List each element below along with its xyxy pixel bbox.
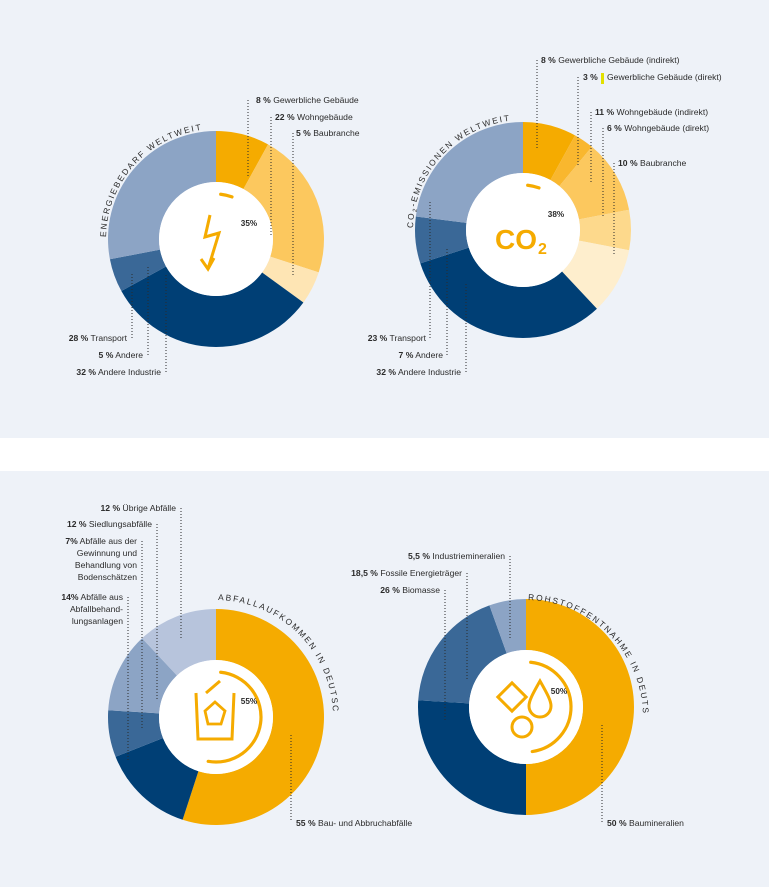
donut-slice xyxy=(415,216,469,264)
highlight-arc xyxy=(529,660,573,754)
data-label: Gewerbliche Gebäude (direkt) xyxy=(607,72,722,82)
data-label: 5,5 % Industriemineralien xyxy=(408,551,505,561)
highlight-marker xyxy=(601,73,604,84)
highlight-arc xyxy=(526,183,541,190)
data-label: 5 % Baubranche xyxy=(296,128,360,138)
donut-center xyxy=(159,660,273,774)
data-label: 7% Abfälle aus der xyxy=(65,536,137,546)
center-value: 38% xyxy=(548,210,565,219)
data-label: 11 % Wohngebäude (indirekt) xyxy=(595,107,708,117)
donut-slice xyxy=(562,240,630,309)
donut-slice xyxy=(418,605,507,704)
donut-slice xyxy=(418,700,526,815)
data-label: 22 % Wohngebäude xyxy=(275,112,353,122)
svg-text:CO: CO xyxy=(495,224,537,255)
data-label: 8 % Gewerbliche Gebäude (indirekt) xyxy=(541,55,680,65)
data-label: lungsanlagen xyxy=(72,616,123,626)
chart-energy-demand: 35% xyxy=(108,131,325,347)
donut-slice xyxy=(243,144,325,273)
data-label: 12 % Siedlungsabfälle xyxy=(67,519,152,529)
labels-energy: 8 % Gewerbliche Gebäude 22 % Wohngebäude… xyxy=(69,95,360,377)
donut-slice xyxy=(489,599,526,654)
data-label: 6 % Wohngebäude (direkt) xyxy=(607,123,709,133)
data-label: Abfallbehand- xyxy=(70,604,123,614)
data-label: 23 % Transport xyxy=(368,333,427,343)
donut-center xyxy=(469,650,583,764)
co2-icon: CO 2 xyxy=(495,224,547,258)
donut-slice xyxy=(115,737,199,820)
donut-slice xyxy=(262,256,319,303)
labels-raw: 5,5 % Industriemineralien 18,5 % Fossile… xyxy=(351,551,684,828)
data-label: 32 % Andere Industrie xyxy=(376,367,461,377)
donut-slice xyxy=(415,122,523,223)
donut-slice xyxy=(121,266,304,347)
data-label: 5 % Andere xyxy=(99,350,144,360)
data-label: 12 % Übrige Abfälle xyxy=(101,503,177,513)
data-label: 14% Abfälle aus xyxy=(61,592,123,602)
donut-slice xyxy=(578,209,631,251)
data-label: 32 % Andere Industrie xyxy=(76,367,161,377)
data-label: 8 % Gewerbliche Gebäude xyxy=(256,95,359,105)
data-label: 55 % Bau- und Abbruchabfälle xyxy=(296,818,412,828)
chart-co2-emissions: 38%CO 2 xyxy=(415,122,631,338)
data-label: 28 % Transport xyxy=(69,333,128,343)
donut-slice xyxy=(550,135,592,187)
data-label: 3 % xyxy=(583,72,598,82)
center-value: 55% xyxy=(241,697,258,706)
donut-slice xyxy=(420,247,597,338)
waste-bin-icon xyxy=(194,679,236,741)
donut-slice xyxy=(523,122,576,181)
donut-slice xyxy=(182,609,324,825)
raw-materials-icon xyxy=(495,677,553,739)
labels-waste: 12 % Übrige Abfälle 12 % Siedlungsabfäll… xyxy=(61,503,412,828)
data-label: Bodenschätzen xyxy=(78,572,137,582)
labels-co2: 8 % Gewerbliche Gebäude (indirekt) 3 % G… xyxy=(368,55,722,377)
data-label: Behandlung von xyxy=(75,560,137,570)
svg-text:2: 2 xyxy=(538,241,547,258)
data-label: 10 % Baubranche xyxy=(618,158,687,168)
highlight-arc xyxy=(219,192,234,199)
center-value: 50% xyxy=(551,687,568,696)
highlight-arc xyxy=(206,670,263,764)
donut-slice xyxy=(108,131,216,260)
data-label: 26 % Biomasse xyxy=(380,585,440,595)
chart-waste: 55% xyxy=(108,609,324,825)
donut-slice xyxy=(142,609,216,676)
donut-center xyxy=(466,173,580,287)
data-label: Gewinnung und xyxy=(77,548,137,558)
chart-raw-materials: 50% xyxy=(418,599,634,815)
data-label: 7 % Andere xyxy=(399,350,444,360)
donut-slice xyxy=(108,638,177,714)
donut-slice xyxy=(108,710,164,757)
donut-slice xyxy=(526,599,634,815)
center-value: 35% xyxy=(241,219,258,228)
data-label: 50 % Baumineralien xyxy=(607,818,684,828)
data-label: 18,5 % Fossile Energieträger xyxy=(351,568,462,578)
donut-slice xyxy=(109,249,167,292)
lightning-icon xyxy=(199,214,222,272)
chart-title-waste: ABFALLAUFKOMMEN IN DEUTSCHLAND xyxy=(0,0,341,713)
donut-slice xyxy=(216,131,269,190)
donut-slice xyxy=(559,146,630,220)
